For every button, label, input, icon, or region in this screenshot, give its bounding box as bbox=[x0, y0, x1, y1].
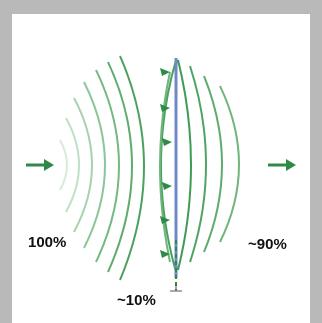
transmitted-arrow-icon bbox=[268, 159, 296, 171]
wavefront bbox=[203, 75, 223, 253]
incident-arrow-icon bbox=[26, 159, 54, 171]
reflected-wavefronts bbox=[159, 59, 177, 273]
reflected-label: ~10% bbox=[117, 292, 156, 309]
wavefront bbox=[189, 65, 207, 263]
boundary bbox=[170, 58, 182, 292]
wavefront bbox=[119, 55, 145, 281]
arrow-left-icon bbox=[162, 138, 172, 146]
reflected-arrows bbox=[160, 68, 172, 258]
arrow-left-icon bbox=[160, 250, 170, 258]
wavefront bbox=[95, 69, 120, 263]
transmitted-wavefronts bbox=[177, 59, 240, 271]
arrow-left-icon bbox=[162, 182, 172, 190]
incident-label: 100% bbox=[28, 234, 67, 251]
wavefront bbox=[107, 61, 133, 273]
wavefront bbox=[59, 139, 68, 191]
wavefront bbox=[177, 59, 192, 271]
transmitted-label: ~90% bbox=[248, 236, 287, 253]
wavefront bbox=[83, 81, 106, 249]
arrow-left-icon bbox=[160, 68, 170, 76]
wavefront bbox=[159, 71, 171, 263]
wavefront bbox=[65, 117, 80, 213]
incident-wavefronts bbox=[59, 55, 145, 281]
wavefront bbox=[160, 59, 177, 273]
wavefront bbox=[219, 85, 240, 243]
arrow-left-icon bbox=[160, 216, 170, 224]
wavefront bbox=[73, 97, 93, 233]
arrow-left-icon bbox=[160, 104, 170, 112]
